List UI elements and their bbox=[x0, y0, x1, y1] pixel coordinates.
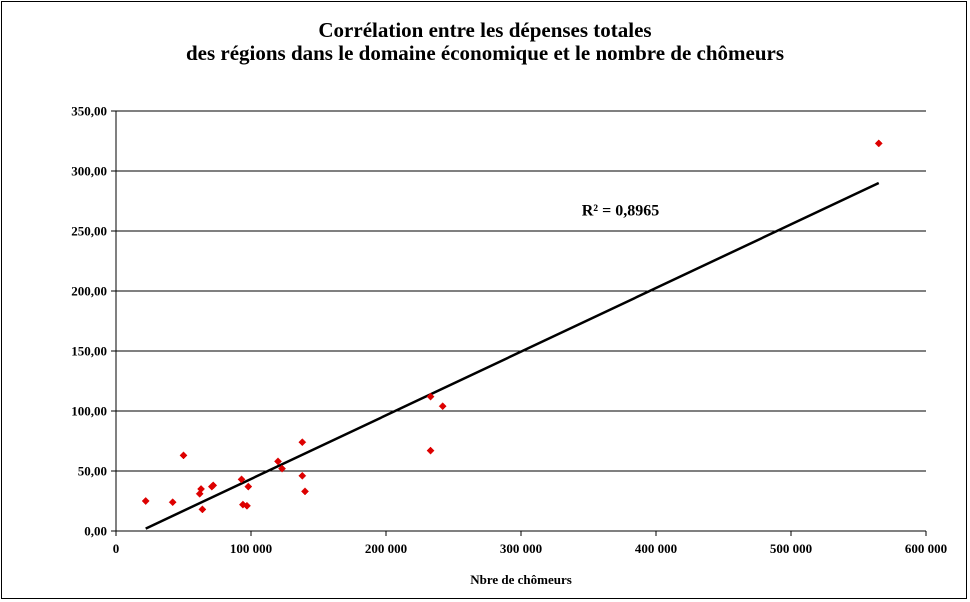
y-tick-label: 100,00 bbox=[71, 404, 107, 419]
data-point bbox=[238, 500, 247, 509]
data-point bbox=[179, 451, 188, 460]
y-tick-label: 150,00 bbox=[71, 344, 107, 359]
y-tick-label: 0,00 bbox=[84, 524, 107, 539]
y-tick-label: 300,00 bbox=[71, 164, 107, 179]
y-axis-ticks: 0,00 50,00 100,00 150,00 200,00 250,00 300,00 3… bbox=[71, 104, 116, 539]
data-point bbox=[168, 498, 177, 507]
data-points bbox=[141, 139, 883, 514]
y-tick-label: 250,00 bbox=[71, 224, 107, 239]
data-point bbox=[198, 505, 207, 514]
x-tick-label: 200 000 bbox=[365, 541, 407, 556]
x-tick-label: 400 000 bbox=[635, 541, 677, 556]
gridlines bbox=[116, 110, 926, 472]
y-tick-label: 50,00 bbox=[78, 464, 107, 479]
data-point bbox=[438, 402, 447, 411]
data-point bbox=[874, 139, 883, 148]
trendline bbox=[145, 181, 880, 530]
data-point bbox=[298, 438, 307, 447]
y-tick-label: 350,00 bbox=[71, 104, 107, 119]
chart-title-line-1: Corrélation entre les dépenses totales bbox=[318, 18, 651, 42]
data-point bbox=[197, 485, 206, 493]
data-point bbox=[298, 471, 307, 480]
data-point bbox=[301, 487, 309, 496]
y-tick-label: 200,00 bbox=[71, 284, 107, 299]
x-tick-label: 500 000 bbox=[770, 541, 812, 556]
x-tick-label: 0 bbox=[113, 541, 120, 556]
data-point bbox=[426, 446, 435, 455]
x-axis-ticks: 0 100 000 200 000 300 000 400 000 500 000 600 … bbox=[113, 531, 947, 556]
data-point bbox=[244, 482, 253, 491]
data-point bbox=[426, 392, 435, 401]
data-point bbox=[274, 457, 282, 466]
data-point bbox=[141, 497, 150, 505]
x-tick-label: 600 000 bbox=[905, 541, 947, 556]
data-point bbox=[237, 475, 246, 484]
r-squared-label: R² = 0,8965 bbox=[582, 202, 659, 219]
chart-title-line-2: des régions dans le domaine économique e… bbox=[186, 41, 784, 65]
x-tick-label: 300 000 bbox=[500, 541, 542, 556]
data-point bbox=[278, 464, 287, 473]
data-point bbox=[242, 501, 251, 510]
data-point bbox=[209, 481, 218, 490]
x-tick-label: 100 000 bbox=[230, 541, 272, 556]
x-axis-title: Nbre de chômeurs bbox=[470, 572, 572, 587]
